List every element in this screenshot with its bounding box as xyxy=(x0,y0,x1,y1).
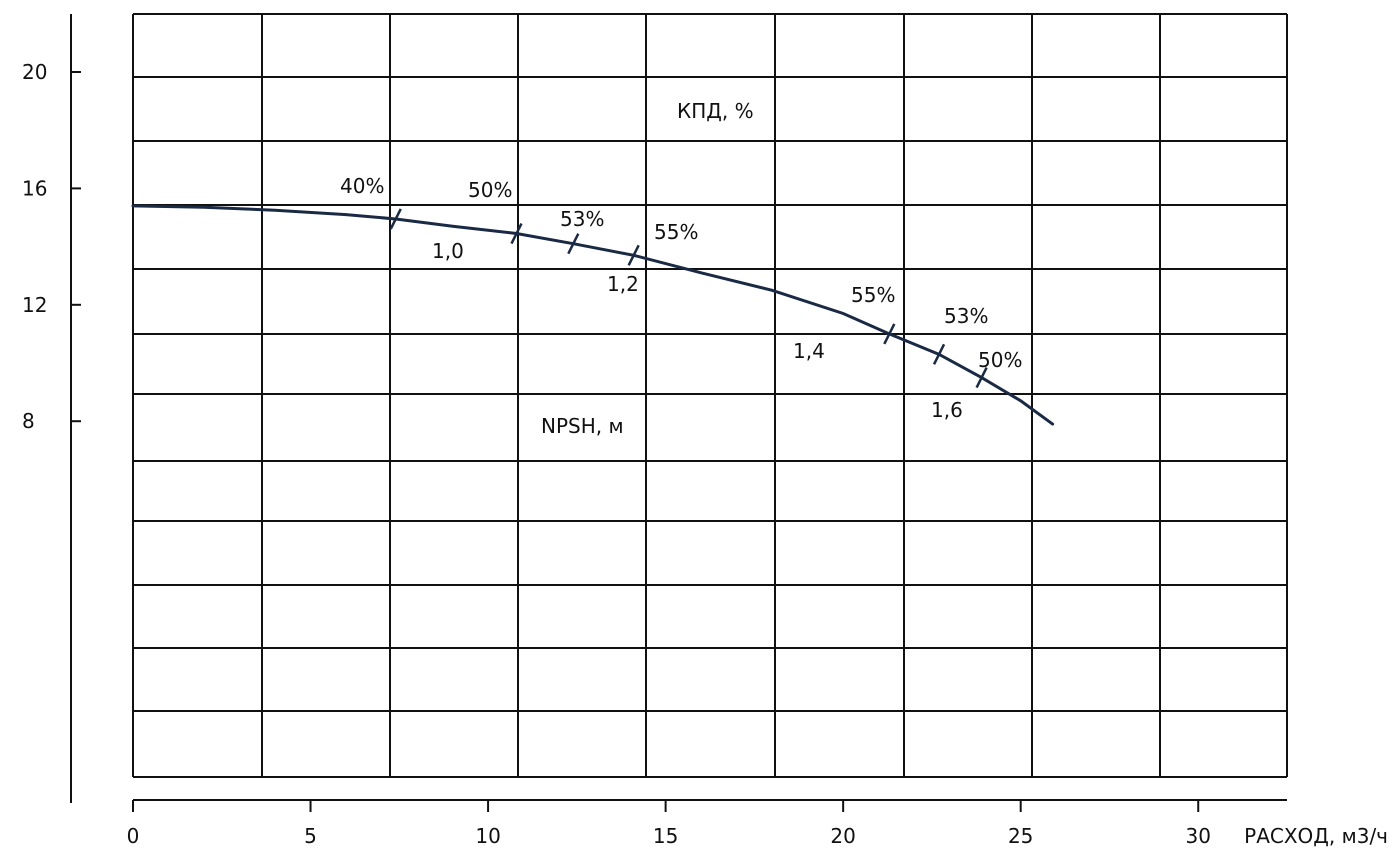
y-tick-label: 20 xyxy=(22,60,47,84)
efficiency-label: 40% xyxy=(340,174,384,198)
x-tick-label: 15 xyxy=(653,824,678,848)
chart-curve xyxy=(133,206,1053,424)
npsh-label: 1,2 xyxy=(607,272,639,296)
npsh-label: 1,6 xyxy=(931,398,963,422)
efficiency-label: 53% xyxy=(944,304,988,328)
chart-axes: 0 5 10 15 20 25 30 РАСХОД, м3/ч 20 16 12 8 xyxy=(22,14,1388,848)
npsh-label: 1,0 xyxy=(432,239,464,263)
y-tick-label: 16 xyxy=(22,176,47,200)
x-tick-label: 10 xyxy=(475,824,500,848)
y-tick-label: 12 xyxy=(22,293,47,317)
efficiency-label: 55% xyxy=(654,220,698,244)
x-tick-label: 0 xyxy=(127,824,140,848)
npsh-caption: NPSH, м xyxy=(541,414,624,438)
efficiency-label: 55% xyxy=(851,283,895,307)
chart-grid xyxy=(133,14,1287,777)
head-curve xyxy=(133,206,1053,424)
npsh-label: 1,4 xyxy=(793,339,825,363)
x-tick-label: 30 xyxy=(1186,824,1211,848)
x-tick-label: 25 xyxy=(1008,824,1033,848)
x-tick-label: 5 xyxy=(304,824,317,848)
y-tick-label: 8 xyxy=(22,409,35,433)
x-tick-label: 20 xyxy=(830,824,855,848)
x-axis-title: РАСХОД, м3/ч xyxy=(1244,824,1388,848)
efficiency-label: 53% xyxy=(560,207,604,231)
efficiency-caption: КПД, % xyxy=(677,99,754,123)
efficiency-label: 50% xyxy=(978,348,1022,372)
efficiency-label: 50% xyxy=(468,178,512,202)
